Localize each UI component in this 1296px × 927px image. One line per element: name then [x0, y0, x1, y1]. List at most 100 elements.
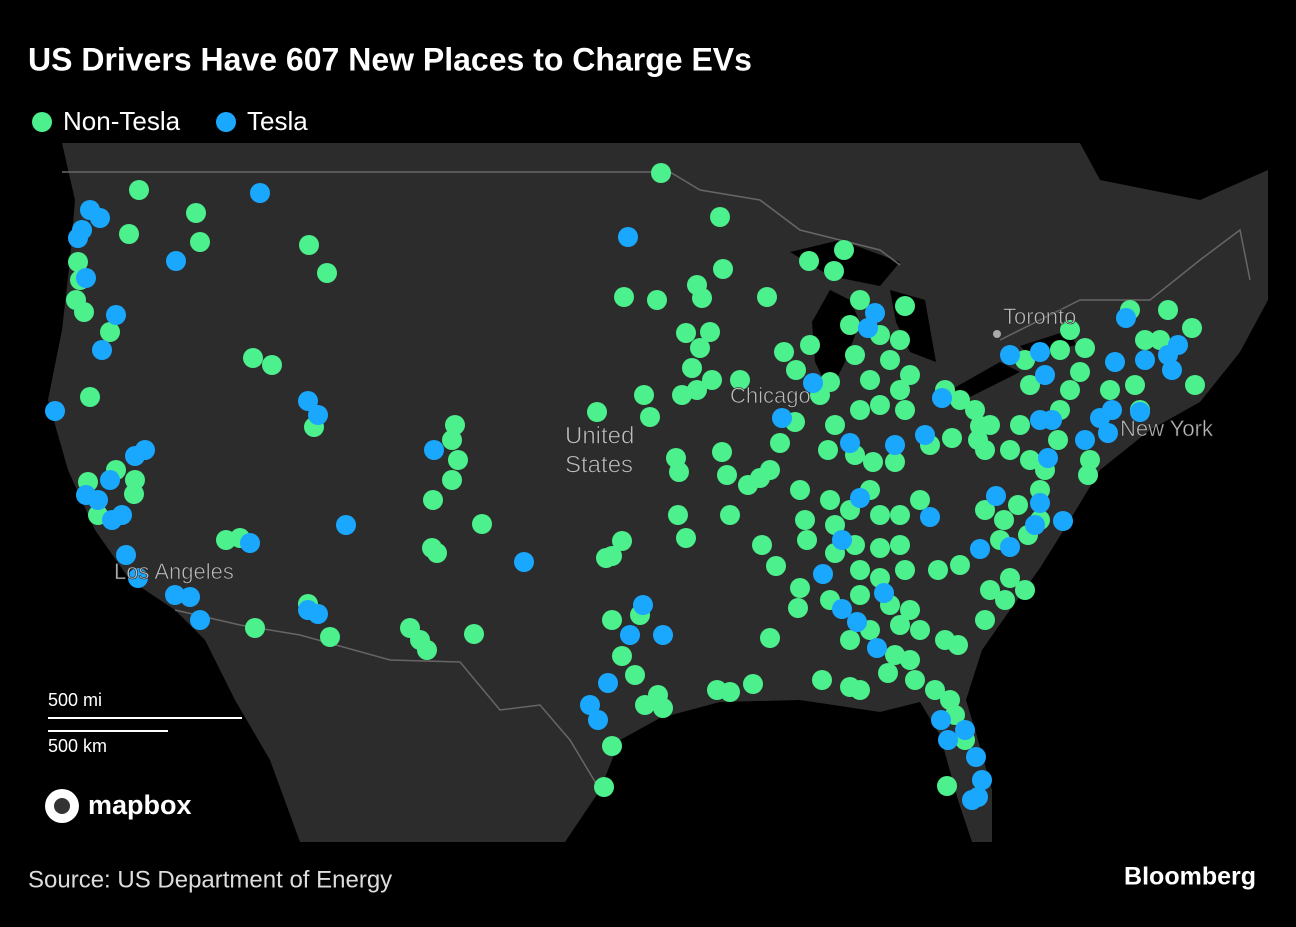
tesla-station: [1035, 365, 1055, 385]
tesla-station: [116, 545, 136, 565]
non-tesla-station: [625, 665, 645, 685]
non-tesla-station: [870, 505, 890, 525]
non-tesla-station: [950, 390, 970, 410]
city-marker: [993, 330, 1001, 338]
tesla-station: [865, 303, 885, 323]
tesla-station: [45, 401, 65, 421]
non-tesla-station: [1125, 375, 1145, 395]
tesla-station: [240, 533, 260, 553]
tesla-station: [125, 446, 145, 466]
non-tesla-station: [825, 515, 845, 535]
non-tesla-station: [472, 514, 492, 534]
tesla-station: [772, 408, 792, 428]
legend-swatch-tesla: [216, 112, 236, 132]
non-tesla-station: [895, 296, 915, 316]
non-tesla-station: [820, 372, 840, 392]
non-tesla-station: [690, 338, 710, 358]
tesla-station: [298, 391, 318, 411]
non-tesla-station: [850, 400, 870, 420]
non-tesla-station: [317, 263, 337, 283]
non-tesla-station: [442, 430, 462, 450]
non-tesla-station: [760, 628, 780, 648]
non-tesla-station: [797, 530, 817, 550]
non-tesla-station: [925, 680, 945, 700]
non-tesla-station: [948, 635, 968, 655]
non-tesla-station: [870, 395, 890, 415]
tesla-station: [931, 710, 951, 730]
pacific-ocean: [28, 143, 300, 842]
non-tesla-station: [1010, 415, 1030, 435]
title: US Drivers Have 607 New Places to Charge…: [28, 41, 752, 77]
non-tesla-station: [653, 698, 673, 718]
non-tesla-station: [766, 556, 786, 576]
tesla-station: [858, 318, 878, 338]
non-tesla-station: [100, 322, 120, 342]
non-tesla-station: [640, 407, 660, 427]
tesla-station: [308, 604, 328, 624]
non-tesla-station: [890, 330, 910, 350]
non-tesla-station: [760, 460, 780, 480]
non-tesla-station: [669, 462, 689, 482]
tesla-station: [1075, 430, 1095, 450]
tesla-station: [1168, 335, 1188, 355]
non-tesla-station: [634, 385, 654, 405]
tesla-station: [620, 625, 640, 645]
non-tesla-station: [870, 568, 890, 588]
non-tesla-station: [1060, 320, 1080, 340]
atlantic-ocean: [966, 300, 1268, 842]
non-tesla-station: [820, 490, 840, 510]
tesla-station: [1030, 493, 1050, 513]
non-tesla-station: [850, 290, 870, 310]
tesla-station: [1000, 345, 1020, 365]
tesla-station: [308, 405, 328, 425]
non-tesla-station: [320, 627, 340, 647]
tesla-station: [1130, 402, 1150, 422]
tesla-station: [100, 470, 120, 490]
tesla-station: [966, 747, 986, 767]
non-tesla-station: [885, 452, 905, 472]
non-tesla-station: [757, 287, 777, 307]
tesla-station: [580, 695, 600, 715]
tesla-station: [76, 268, 96, 288]
non-tesla-station: [1075, 338, 1095, 358]
non-tesla-station: [299, 235, 319, 255]
country-label: United: [565, 422, 634, 449]
non-tesla-station: [845, 345, 865, 365]
non-tesla-station: [900, 600, 920, 620]
non-tesla-station: [812, 670, 832, 690]
non-tesla-station: [448, 450, 468, 470]
non-tesla-station: [1020, 450, 1040, 470]
non-tesla-station: [900, 365, 920, 385]
non-tesla-station: [895, 560, 915, 580]
non-tesla-station: [1182, 318, 1202, 338]
non-tesla-station: [1135, 330, 1155, 350]
non-tesla-station: [602, 736, 622, 756]
non-tesla-station: [860, 370, 880, 390]
non-tesla-station: [1000, 440, 1020, 460]
non-tesla-station: [824, 261, 844, 281]
non-tesla-station: [720, 505, 740, 525]
non-tesla-station: [243, 348, 263, 368]
non-tesla-station: [890, 535, 910, 555]
non-tesla-station: [74, 302, 94, 322]
tesla-station: [1025, 515, 1045, 535]
city-label: Los Angeles: [114, 559, 234, 584]
non-tesla-station: [692, 288, 712, 308]
tesla-station: [1105, 352, 1125, 372]
legend-label: Non-Tesla: [63, 106, 181, 136]
tesla-station: [885, 435, 905, 455]
tesla-station: [832, 530, 852, 550]
non-tesla-station: [1060, 380, 1080, 400]
non-tesla-station: [937, 776, 957, 796]
non-tesla-station: [799, 251, 819, 271]
non-tesla-station: [445, 415, 465, 435]
non-tesla-station: [129, 180, 149, 200]
tesla-station: [1038, 448, 1058, 468]
non-tesla-station: [895, 400, 915, 420]
tesla-station: [803, 373, 823, 393]
non-tesla-station: [863, 452, 883, 472]
non-tesla-station: [900, 650, 920, 670]
tesla-station: [874, 583, 894, 603]
